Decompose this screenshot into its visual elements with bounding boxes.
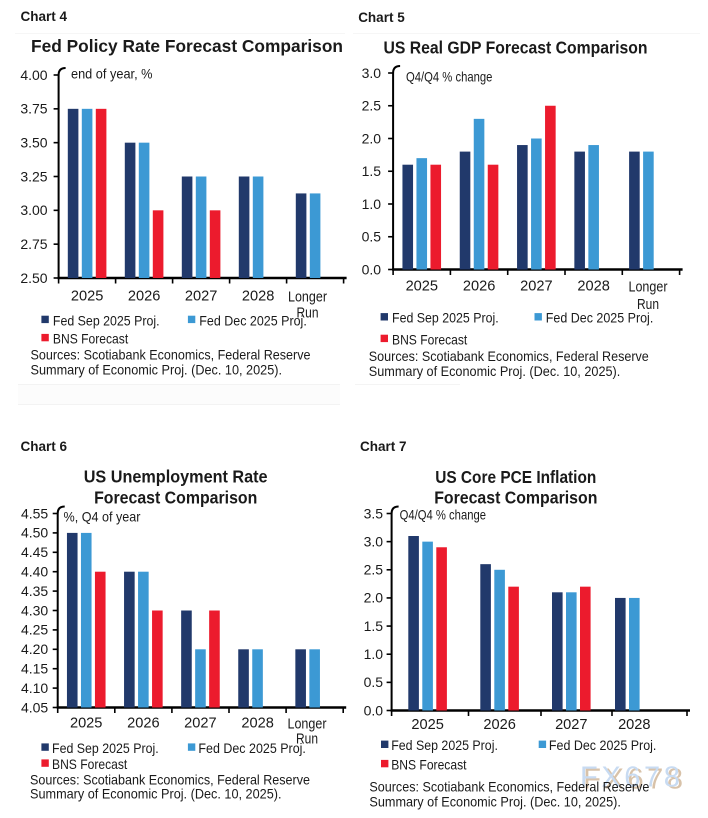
svg-text:0.0: 0.0 bbox=[364, 702, 384, 718]
svg-text:2028: 2028 bbox=[241, 716, 273, 732]
svg-text:1.5: 1.5 bbox=[364, 618, 384, 634]
svg-text:4.50: 4.50 bbox=[21, 525, 48, 541]
svg-text:Chart 4: Chart 4 bbox=[21, 9, 68, 24]
svg-text:Run: Run bbox=[296, 732, 318, 748]
svg-text:BNS Forecast: BNS Forecast bbox=[52, 757, 127, 772]
svg-text:2027: 2027 bbox=[184, 716, 216, 732]
svg-text:2025: 2025 bbox=[406, 278, 438, 294]
svg-text:2028: 2028 bbox=[577, 278, 609, 294]
svg-text:3.75: 3.75 bbox=[20, 101, 47, 117]
svg-text:Fed Sep 2025 Proj.: Fed Sep 2025 Proj. bbox=[53, 313, 160, 328]
svg-text:Sources: Scotiabank Economics,: Sources: Scotiabank Economics, Federal R… bbox=[31, 348, 311, 363]
svg-text:Longer: Longer bbox=[288, 717, 327, 733]
svg-text:Forecast Comparison: Forecast Comparison bbox=[434, 488, 597, 508]
svg-text:Run: Run bbox=[637, 297, 659, 313]
svg-text:4.30: 4.30 bbox=[21, 602, 48, 618]
svg-text:2.5: 2.5 bbox=[364, 562, 384, 578]
svg-text:Longer: Longer bbox=[629, 279, 668, 295]
svg-text:4.20: 4.20 bbox=[21, 641, 48, 657]
svg-text:2.5: 2.5 bbox=[362, 98, 382, 114]
svg-text:Fed Dec 2025 Proj.: Fed Dec 2025 Proj. bbox=[199, 313, 306, 328]
svg-text:4.40: 4.40 bbox=[21, 564, 48, 580]
svg-text:Fed Dec 2025 Proj.: Fed Dec 2025 Proj. bbox=[198, 741, 306, 756]
svg-text:2025: 2025 bbox=[71, 289, 103, 305]
svg-text:2026: 2026 bbox=[128, 289, 160, 305]
svg-text:4.10: 4.10 bbox=[21, 680, 48, 696]
svg-text:Longer: Longer bbox=[288, 290, 327, 306]
svg-text:2027: 2027 bbox=[520, 278, 552, 294]
svg-text:2.0: 2.0 bbox=[364, 590, 384, 606]
svg-text:4.15: 4.15 bbox=[21, 661, 48, 677]
svg-text:BNS Forecast: BNS Forecast bbox=[391, 758, 466, 773]
svg-text:1.5: 1.5 bbox=[362, 163, 382, 179]
svg-text:3.0: 3.0 bbox=[362, 65, 382, 81]
svg-text:4.00: 4.00 bbox=[20, 67, 47, 83]
svg-text:Fed Dec 2025 Proj.: Fed Dec 2025 Proj. bbox=[549, 738, 657, 753]
svg-text:Forecast Comparison: Forecast Comparison bbox=[94, 488, 257, 508]
svg-text:0.0: 0.0 bbox=[362, 261, 382, 277]
svg-text:US Unemployment Rate: US Unemployment Rate bbox=[84, 467, 268, 487]
svg-text:4.45: 4.45 bbox=[21, 544, 48, 560]
svg-text:3.5: 3.5 bbox=[364, 505, 384, 521]
svg-text:2.50: 2.50 bbox=[20, 270, 47, 286]
svg-text:Fed Sep 2025 Proj.: Fed Sep 2025 Proj. bbox=[391, 738, 498, 753]
svg-text:2026: 2026 bbox=[483, 717, 515, 733]
svg-text:3.50: 3.50 bbox=[20, 135, 47, 151]
svg-text:BNS Forecast: BNS Forecast bbox=[53, 332, 128, 347]
svg-text:US Real GDP Forecast Compariso: US Real GDP Forecast Comparison bbox=[384, 38, 648, 58]
svg-text:0.5: 0.5 bbox=[362, 229, 382, 245]
svg-text:2027: 2027 bbox=[555, 717, 587, 733]
svg-text:%, Q4 of year: %, Q4 of year bbox=[64, 509, 141, 524]
svg-text:FX678: FX678 bbox=[580, 762, 683, 794]
svg-text:Summary of Economic Proj. (Dec: Summary of Economic Proj. (Dec. 10, 2025… bbox=[369, 364, 621, 379]
svg-text:2.0: 2.0 bbox=[362, 130, 382, 146]
svg-text:Fed Sep 2025 Proj.: Fed Sep 2025 Proj. bbox=[392, 311, 499, 326]
svg-text:4.55: 4.55 bbox=[21, 505, 48, 521]
svg-text:Summary of Economic Proj. (Dec: Summary of Economic Proj. (Dec. 10, 2025… bbox=[369, 795, 621, 810]
svg-text:Q4/Q4 % change: Q4/Q4 % change bbox=[400, 508, 487, 523]
svg-text:2.75: 2.75 bbox=[20, 236, 47, 252]
svg-text:2025: 2025 bbox=[70, 716, 102, 732]
svg-text:Chart 6: Chart 6 bbox=[21, 439, 68, 454]
svg-text:Fed Policy Rate Forecast Compa: Fed Policy Rate Forecast Comparison bbox=[31, 36, 343, 56]
svg-text:1.0: 1.0 bbox=[362, 196, 382, 212]
svg-text:0.5: 0.5 bbox=[364, 674, 384, 690]
svg-text:BNS Forecast: BNS Forecast bbox=[392, 332, 467, 347]
svg-text:2027: 2027 bbox=[185, 289, 217, 305]
svg-text:2025: 2025 bbox=[411, 717, 443, 733]
svg-text:3.25: 3.25 bbox=[20, 168, 47, 184]
svg-text:end of year, %: end of year, % bbox=[71, 67, 153, 82]
svg-text:Sources: Scotiabank Economics,: Sources: Scotiabank Economics, Federal R… bbox=[369, 349, 649, 364]
svg-text:Sources: Scotiabank Economics,: Sources: Scotiabank Economics, Federal R… bbox=[369, 780, 649, 795]
svg-text:3.00: 3.00 bbox=[20, 202, 47, 218]
svg-text:Fed Dec 2025 Proj.: Fed Dec 2025 Proj. bbox=[546, 311, 654, 326]
svg-text:4.35: 4.35 bbox=[21, 583, 48, 599]
svg-text:2026: 2026 bbox=[463, 278, 495, 294]
svg-text:Chart 5: Chart 5 bbox=[358, 10, 405, 25]
svg-text:Q4/Q4 % change: Q4/Q4 % change bbox=[406, 70, 493, 85]
svg-text:Chart 7: Chart 7 bbox=[360, 439, 407, 454]
svg-text:US Core PCE Inflation: US Core PCE Inflation bbox=[435, 467, 596, 487]
svg-text:4.05: 4.05 bbox=[21, 699, 48, 715]
svg-text:Run: Run bbox=[297, 305, 319, 321]
svg-text:Fed Sep 2025 Proj.: Fed Sep 2025 Proj. bbox=[52, 741, 159, 756]
svg-text:2028: 2028 bbox=[618, 717, 650, 733]
svg-text:2028: 2028 bbox=[242, 289, 274, 305]
svg-text:1.0: 1.0 bbox=[364, 646, 384, 662]
svg-text:3.0: 3.0 bbox=[364, 533, 384, 549]
svg-text:Summary of Economic Proj. (Dec: Summary of Economic Proj. (Dec. 10, 2025… bbox=[30, 786, 282, 801]
svg-text:FX678: FX678 bbox=[583, 764, 686, 796]
svg-text:2026: 2026 bbox=[127, 716, 159, 732]
svg-text:4.25: 4.25 bbox=[21, 622, 48, 638]
svg-text:Sources: Scotiabank Economics,: Sources: Scotiabank Economics, Federal R… bbox=[30, 773, 310, 788]
svg-text:Summary of Economic Proj. (Dec: Summary of Economic Proj. (Dec. 10, 2025… bbox=[31, 362, 283, 377]
